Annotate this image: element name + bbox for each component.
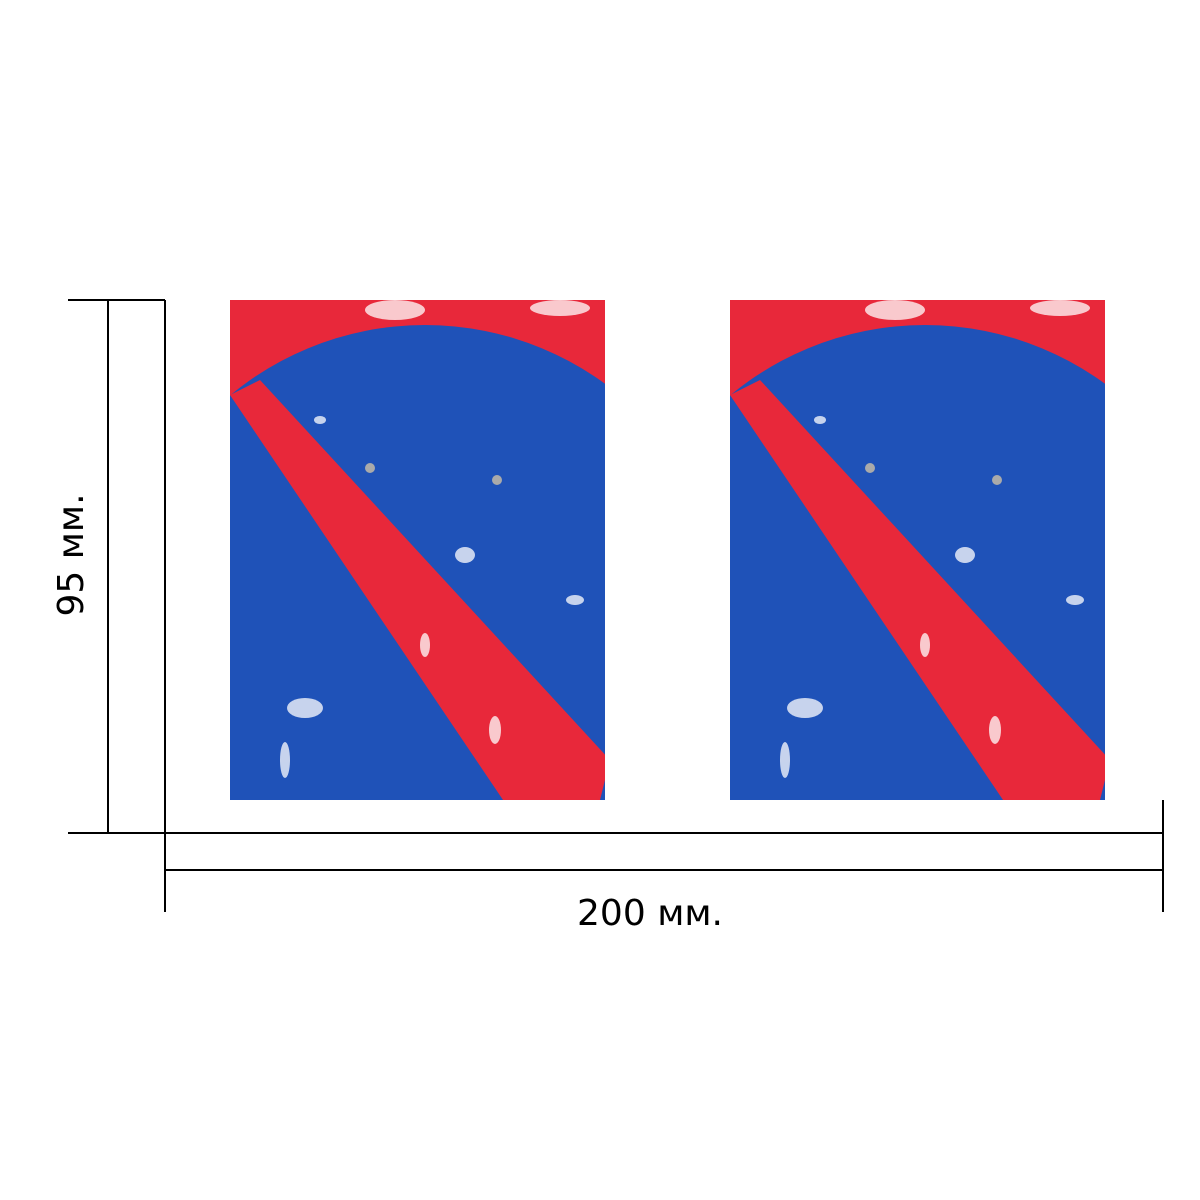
width-label: 200 мм.: [577, 893, 723, 934]
product-panel-left: [120, 300, 730, 935]
height-dimension: 95 мм.: [51, 299, 166, 834]
width-dimension: 200 мм.: [164, 800, 1164, 934]
product-panel-right: [620, 300, 1200, 935]
height-label: 95 мм.: [51, 493, 92, 616]
